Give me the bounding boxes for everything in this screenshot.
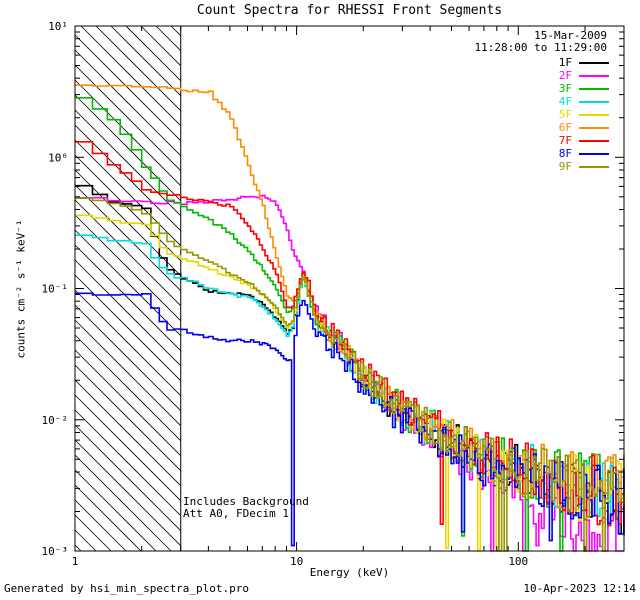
legend-label-5F: 5F — [558, 108, 572, 121]
legend-item-2F: 2F — [559, 69, 609, 82]
series-5F-line — [75, 214, 625, 552]
svg-text:1: 1 — [72, 555, 79, 568]
legend-label-8F: 8F — [558, 147, 572, 160]
legend-label-4F: 4F — [558, 95, 572, 108]
excluded-region-hatch — [74, 25, 181, 552]
legend-item-6F: 6F — [559, 121, 609, 134]
legend-label-7F: 7F — [558, 134, 572, 147]
legend-item-7F: 7F — [559, 134, 609, 147]
legend-swatch-4F — [579, 100, 609, 103]
legend-label-3F: 3F — [558, 82, 572, 95]
x-axis-label: Energy (keV) — [309, 566, 390, 579]
legend-item-8F: 8F — [559, 147, 609, 160]
observation-date: 15-Mar-2009 — [534, 29, 607, 42]
legend-swatch-9F — [579, 165, 609, 168]
legend-item-5F: 5F — [559, 108, 609, 121]
svg-text:10⁻¹: 10⁻¹ — [42, 283, 69, 296]
legend: 1F 2F 3F 4F 5F 6F 7F 8F 9F — [559, 56, 609, 173]
svg-text:100: 100 — [508, 555, 528, 568]
annotation-attenuator-state: Att A0, FDecim 1 — [183, 507, 289, 520]
legend-item-4F: 4F — [559, 95, 609, 108]
legend-swatch-6F — [579, 126, 609, 129]
svg-text:10⁰: 10⁰ — [48, 151, 68, 164]
observation-time-range: 11:28:00 to 11:29:00 — [474, 41, 607, 54]
y-axis-label: counts cm⁻² s⁻¹ keV⁻¹ — [14, 219, 28, 359]
svg-text:10⁻²: 10⁻² — [42, 414, 69, 427]
legend-item-1F: 1F — [559, 56, 609, 69]
series-9F-line — [75, 197, 625, 552]
axis-ticks — [74, 25, 624, 552]
legend-swatch-8F — [579, 152, 609, 155]
annotation-includes-background: Includes Background — [183, 495, 309, 508]
svg-text:10⁻³: 10⁻³ — [42, 545, 69, 558]
svg-text:10¹: 10¹ — [48, 20, 68, 33]
legend-item-9F: 9F — [559, 160, 609, 173]
legend-label-6F: 6F — [558, 121, 572, 134]
legend-swatch-1F — [579, 61, 609, 64]
legend-swatch-7F — [579, 139, 609, 142]
legend-swatch-5F — [579, 113, 609, 116]
generator-credit: Generated by hsi_min_spectra_plot.pro — [4, 582, 250, 595]
render-timestamp: 10-Apr-2023 12:14 — [523, 582, 636, 595]
legend-item-3F: 3F — [559, 82, 609, 95]
legend-label-1F: 1F — [558, 56, 572, 69]
chart-title: Count Spectra for RHESSI Front Segments — [196, 3, 503, 18]
svg-text:10: 10 — [290, 555, 303, 568]
legend-label-2F: 2F — [558, 69, 572, 82]
legend-label-9F: 9F — [558, 160, 572, 173]
series-8F-line — [75, 292, 625, 547]
legend-swatch-3F — [579, 87, 609, 90]
legend-swatch-2F — [579, 74, 609, 77]
